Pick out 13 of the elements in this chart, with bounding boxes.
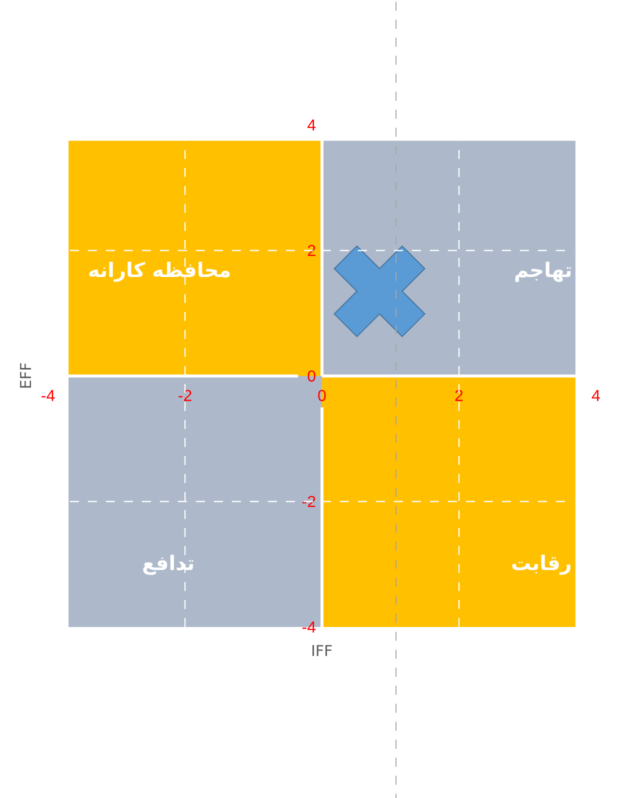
y-axis-title: EFF [17,362,36,390]
annotation: تهاجم [514,258,572,282]
y-tick-label: 4 [307,118,316,135]
y-tick-label: -2 [302,494,316,512]
x-tick-label: 0 [318,388,327,405]
x-tick-label: -4 [40,388,56,405]
x-axis-title: IFF [311,642,333,660]
annotation: محافظه کارانه [88,258,232,282]
annotation: تدافع [142,551,195,575]
x-tick-label: 2 [454,388,464,405]
annotation: رقابت [511,551,572,575]
x-tick-label: 4 [592,388,601,405]
y-tick-label: -4 [302,620,316,637]
